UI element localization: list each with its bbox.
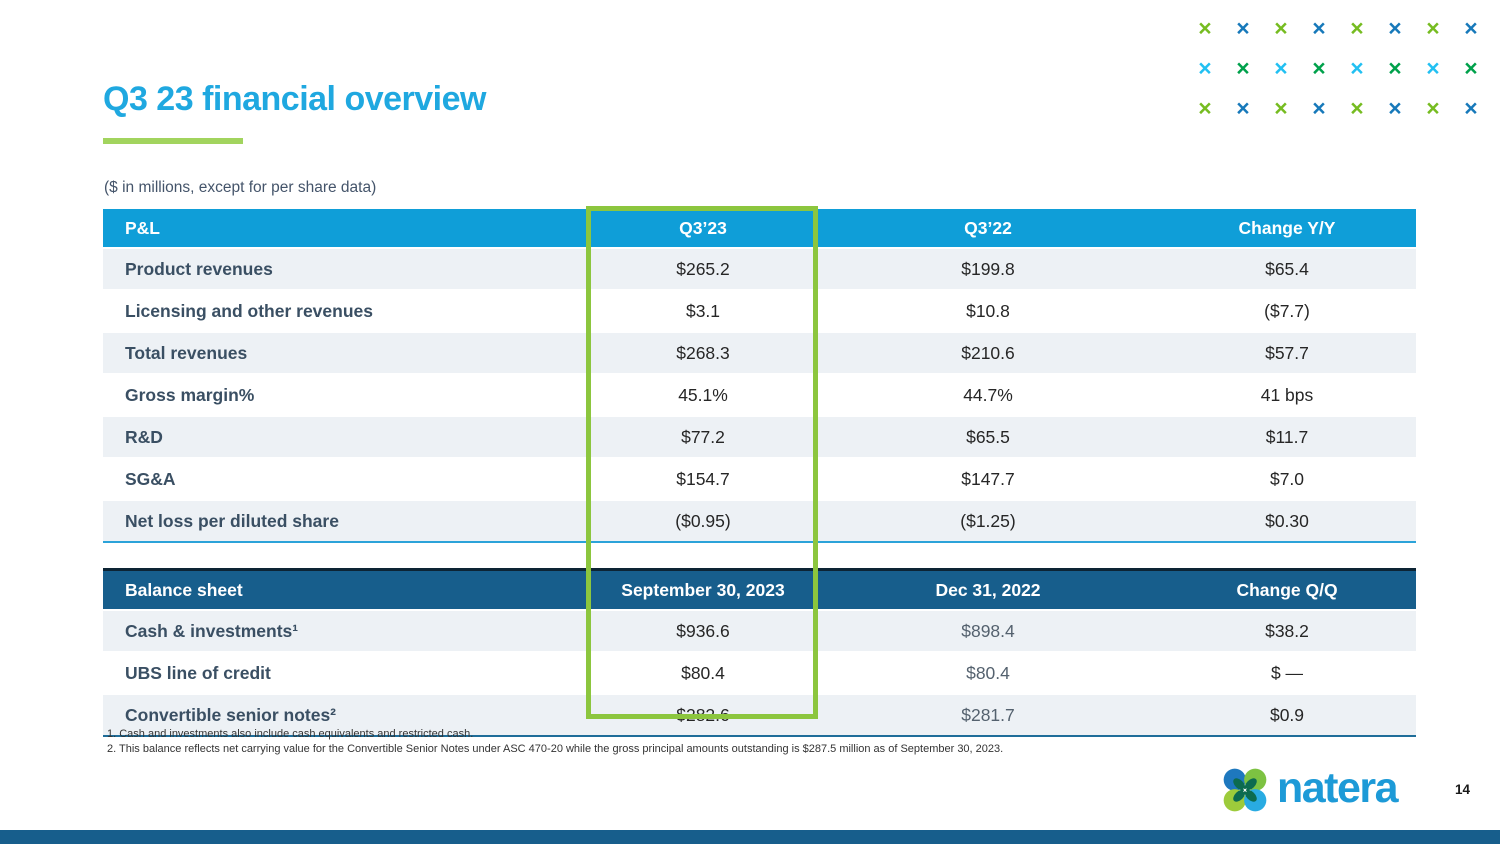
cell-q323: ($0.95) xyxy=(588,500,818,543)
pl-header-q323: Q3’23 xyxy=(588,209,818,249)
balance-sheet-table: Balance sheet September 30, 2023 Dec 31,… xyxy=(103,568,1416,737)
x-mark-icon: × xyxy=(1274,14,1288,41)
table-row: Product revenues $265.2 $199.8 $65.4 xyxy=(103,248,1416,291)
x-mark-icon: × xyxy=(1236,54,1250,81)
page-number: 14 xyxy=(1455,782,1471,797)
cell-q322: $199.8 xyxy=(818,248,1158,291)
cell-change: $65.4 xyxy=(1158,248,1416,291)
footnote-1: 1. Cash and investments also include cas… xyxy=(107,728,474,740)
x-mark-icon: × xyxy=(1350,14,1364,41)
natera-logo-text: natera xyxy=(1277,763,1399,812)
cell-sep30: $936.6 xyxy=(588,610,818,653)
cell-q323: 45.1% xyxy=(588,374,818,417)
cell-q322: $65.5 xyxy=(818,416,1158,459)
table-row: UBS line of credit $80.4 $80.4 $ — xyxy=(103,652,1416,695)
cell-dec31: $80.4 xyxy=(818,652,1158,695)
tables-region: P&L Q3’23 Q3’22 Change Y/Y Product reven… xyxy=(103,209,1416,737)
x-mark-icon: × xyxy=(1426,94,1440,121)
cell-change: $38.2 xyxy=(1158,610,1416,653)
row-label: SG&A xyxy=(103,458,588,501)
x-mark-icon: × xyxy=(1388,14,1402,41)
cell-change: $0.9 xyxy=(1158,694,1416,737)
title-underline xyxy=(103,138,243,144)
row-label: Net loss per diluted share xyxy=(103,500,588,543)
cell-q323: $268.3 xyxy=(588,332,818,375)
x-mark-icon: × xyxy=(1426,14,1440,41)
bottom-bar xyxy=(0,830,1500,844)
cell-dec31: $898.4 xyxy=(818,610,1158,653)
natera-logo-icon: × xyxy=(1223,768,1267,812)
x-mark-icon: × xyxy=(1312,14,1326,41)
bs-header-change: Change Q/Q xyxy=(1158,569,1416,611)
cell-change: 41 bps xyxy=(1158,374,1416,417)
natera-logo: × natera xyxy=(1221,763,1399,814)
x-mark-icon: × xyxy=(1388,54,1402,81)
row-label: Convertible senior notes² xyxy=(103,694,588,737)
x-mark-icon: × xyxy=(1426,54,1440,81)
row-label: Gross margin% xyxy=(103,374,588,417)
cell-q322: $210.6 xyxy=(818,332,1158,375)
table-row: Total revenues $268.3 $210.6 $57.7 xyxy=(103,332,1416,375)
cell-q322: ($1.25) xyxy=(818,500,1158,543)
svg-text:×: × xyxy=(1243,786,1248,795)
cell-q322: $147.7 xyxy=(818,458,1158,501)
row-label: Product revenues xyxy=(103,248,588,291)
x-mark-icon: × xyxy=(1388,94,1402,121)
pl-header-row: P&L Q3’23 Q3’22 Change Y/Y xyxy=(103,209,1416,249)
table-row: Gross margin% 45.1% 44.7% 41 bps xyxy=(103,374,1416,417)
row-label: Total revenues xyxy=(103,332,588,375)
bs-header-label: Balance sheet xyxy=(103,569,588,611)
cell-sep30: $80.4 xyxy=(588,652,818,695)
footnote-2: 2. This balance reflects net carrying va… xyxy=(107,743,1004,755)
x-mark-icon: × xyxy=(1198,54,1212,81)
x-mark-icon: × xyxy=(1312,54,1326,81)
x-pattern: × × × × × × × × × × × × × × × × × × × × × × × × xyxy=(1186,8,1490,128)
cell-q323: $77.2 xyxy=(588,416,818,459)
pl-header-label: P&L xyxy=(103,209,588,249)
table-row: SG&A $154.7 $147.7 $7.0 xyxy=(103,458,1416,501)
x-mark-icon: × xyxy=(1274,94,1288,121)
table-row: R&D $77.2 $65.5 $11.7 xyxy=(103,416,1416,459)
footnotes: 1. Cash and investments also include cas… xyxy=(107,727,1003,757)
cell-change: $57.7 xyxy=(1158,332,1416,375)
x-mark-icon: × xyxy=(1274,54,1288,81)
pl-header-change: Change Y/Y xyxy=(1158,209,1416,249)
page-title: Q3 23 financial overview xyxy=(103,80,486,118)
table-row: Licensing and other revenues $3.1 $10.8 … xyxy=(103,290,1416,333)
row-label: Licensing and other revenues xyxy=(103,290,588,333)
table-row: Net loss per diluted share ($0.95) ($1.2… xyxy=(103,500,1416,543)
bs-header-dec31: Dec 31, 2022 xyxy=(818,569,1158,611)
cell-q322: $10.8 xyxy=(818,290,1158,333)
row-label: UBS line of credit xyxy=(103,652,588,695)
x-mark-icon: × xyxy=(1350,54,1364,81)
cell-change: $7.0 xyxy=(1158,458,1416,501)
row-label: Cash & investments¹ xyxy=(103,610,588,653)
cell-change: $ — xyxy=(1158,652,1416,695)
cell-q323: $154.7 xyxy=(588,458,818,501)
pl-table: P&L Q3’23 Q3’22 Change Y/Y Product reven… xyxy=(103,209,1416,543)
x-mark-icon: × xyxy=(1350,94,1364,121)
cell-change: ($7.7) xyxy=(1158,290,1416,333)
x-mark-icon: × xyxy=(1236,94,1250,121)
cell-change: $0.30 xyxy=(1158,500,1416,543)
cell-q323: $3.1 xyxy=(588,290,818,333)
cell-q322: 44.7% xyxy=(818,374,1158,417)
x-mark-icon: × xyxy=(1464,14,1478,41)
x-mark-icon: × xyxy=(1198,14,1212,41)
cell-dec31: $281.7 xyxy=(818,694,1158,737)
x-mark-icon: × xyxy=(1236,14,1250,41)
x-mark-icon: × xyxy=(1198,94,1212,121)
pl-header-q322: Q3’22 xyxy=(818,209,1158,249)
row-label: R&D xyxy=(103,416,588,459)
bs-header-row: Balance sheet September 30, 2023 Dec 31,… xyxy=(103,569,1416,611)
x-mark-icon: × xyxy=(1464,54,1478,81)
bs-header-sep30: September 30, 2023 xyxy=(588,569,818,611)
units-note: ($ in millions, except for per share dat… xyxy=(104,179,377,196)
x-mark-icon: × xyxy=(1464,94,1478,121)
cell-q323: $265.2 xyxy=(588,248,818,291)
x-mark-icon: × xyxy=(1312,94,1326,121)
cell-change: $11.7 xyxy=(1158,416,1416,459)
table-row: Cash & investments¹ $936.6 $898.4 $38.2 xyxy=(103,610,1416,653)
